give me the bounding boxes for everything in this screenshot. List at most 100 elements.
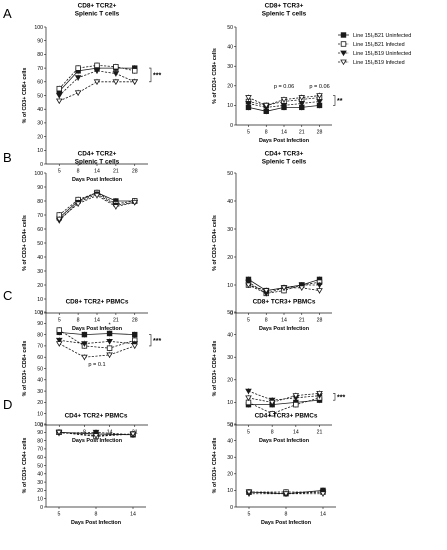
chart-title: CD4+ TCR3+ PBMCs [255, 413, 318, 420]
x-tick-label: 8 [285, 512, 288, 518]
y-tick-label: 10 [227, 488, 233, 494]
chart-title: CD8+ TCR2+ PBMCs [66, 299, 129, 306]
series-4 [245, 92, 323, 109]
data-point [81, 331, 88, 338]
y-tick-label: 40 [37, 378, 43, 384]
y-tick-label: 10 [37, 297, 43, 303]
chart-panel-4: CD4+ TCR3+Splenic T cells 0 10 20 30 40 50 5 8 14… [212, 151, 332, 332]
data-point [81, 354, 88, 361]
chart-title: Splenic T cells [262, 159, 307, 166]
significance-bracket [333, 95, 336, 106]
x-tick-label: 21 [299, 318, 305, 324]
data-point [93, 79, 101, 85]
data-point [131, 343, 139, 350]
y-tick-label: 20 [227, 472, 233, 478]
y-tick-label: 20 [227, 255, 233, 261]
series-4 [245, 489, 327, 497]
y-axis-label: % of CD3+ CD8+ cells [212, 48, 218, 104]
x-tick-label: 5 [58, 512, 61, 518]
series-line [59, 339, 135, 345]
series-line [59, 329, 135, 349]
data-point [280, 97, 288, 103]
y-tick-label: 30 [227, 455, 233, 461]
chart-title: CD8+ TCR3+ [265, 3, 304, 10]
y-tick-label: 40 [227, 438, 233, 444]
y-tick-label: 20 [37, 134, 43, 140]
y-tick-label: 40 [37, 107, 43, 113]
y-tick-label: 50 [37, 366, 43, 372]
series-4 [245, 282, 323, 294]
y-axis-label: % of CD3+ CD4+ cells [22, 438, 28, 494]
series-line [59, 331, 135, 336]
y-tick-label: 70 [37, 447, 43, 453]
y-tick-label: 60 [37, 455, 43, 461]
data-point [316, 288, 323, 294]
series-2 [56, 62, 138, 92]
data-point [245, 395, 252, 402]
x-tick-label: 14 [107, 430, 113, 436]
y-tick-label: 100 [34, 310, 43, 316]
data-point [106, 338, 113, 345]
data-point [262, 288, 270, 294]
data-point [316, 93, 323, 99]
data-point [131, 199, 139, 206]
x-tick-label: 5 [247, 130, 250, 136]
y-tick-label: 40 [227, 44, 233, 50]
data-point [298, 95, 306, 101]
chart-panel-2: CD8+ TCR3+Splenic T cells 0 10 20 30 40 50 5 8 14… [212, 3, 343, 145]
x-tick-label: 21 [299, 130, 305, 136]
y-tick-label: 90 [37, 39, 43, 45]
y-tick-label: 50 [227, 422, 233, 428]
y-tick-label: 20 [37, 488, 43, 494]
x-axis-label: Days Post Infection [259, 138, 309, 144]
data-point [106, 352, 113, 359]
y-tick-label: 0 [40, 162, 43, 168]
data-point [129, 431, 137, 438]
data-point [55, 93, 63, 99]
y-tick-label: 10 [37, 497, 43, 503]
x-tick-label: 5 [248, 512, 251, 518]
chart-panel-3: B CD4+ TCR2+Splenic T cells01020304050607… [3, 150, 148, 332]
data-point [298, 285, 306, 291]
series-4 [55, 192, 139, 223]
panel-letter: B [3, 150, 12, 165]
x-axis-label: Days Post Infection [72, 326, 122, 332]
y-tick-label: 30 [37, 480, 43, 486]
y-tick-label: 50 [37, 93, 43, 99]
y-tick-label: 10 [227, 103, 233, 109]
y-tick-label: 0 [40, 423, 43, 429]
data-point [94, 62, 100, 69]
annotation-label: * [108, 323, 111, 329]
panel-letter: C [3, 288, 12, 303]
y-tick-label: 100 [34, 25, 43, 31]
y-axis-label: % of CD3+ CD8+ cells [212, 341, 218, 397]
series-4 [55, 340, 139, 361]
data-point [282, 491, 290, 497]
data-point [316, 282, 323, 289]
y-tick-label: 80 [37, 438, 43, 444]
data-point [280, 103, 288, 109]
x-tick-label: 5 [58, 318, 61, 324]
y-tick-label: 70 [37, 344, 43, 350]
y-tick-label: 20 [37, 400, 43, 406]
y-axis-label: % of CD3+ CD8+ cells [22, 341, 28, 397]
series-4 [55, 429, 137, 439]
data-point [93, 192, 101, 199]
chart-title: CD8+ TCR2+ [78, 3, 117, 10]
x-tick-label: 5 [247, 318, 250, 324]
y-tick-label: 40 [227, 332, 233, 338]
x-tick-label: 5 [58, 169, 61, 175]
data-point [132, 68, 138, 74]
significance-label: *** [153, 72, 161, 79]
y-tick-label: 50 [227, 171, 233, 177]
chart-title: CD4+ TCR2+ [78, 151, 117, 158]
data-point [245, 489, 253, 496]
chart-title: Splenic T cells [75, 159, 120, 166]
panel-letter: D [3, 397, 12, 412]
x-tick-label: 21 [113, 169, 119, 175]
x-tick-label: 14 [281, 318, 287, 324]
data-point [81, 341, 88, 347]
y-axis-label: % of CD3+ CD8+ cells [22, 68, 28, 124]
chart-title: CD4+ TCR2+ PBMCs [65, 413, 128, 420]
